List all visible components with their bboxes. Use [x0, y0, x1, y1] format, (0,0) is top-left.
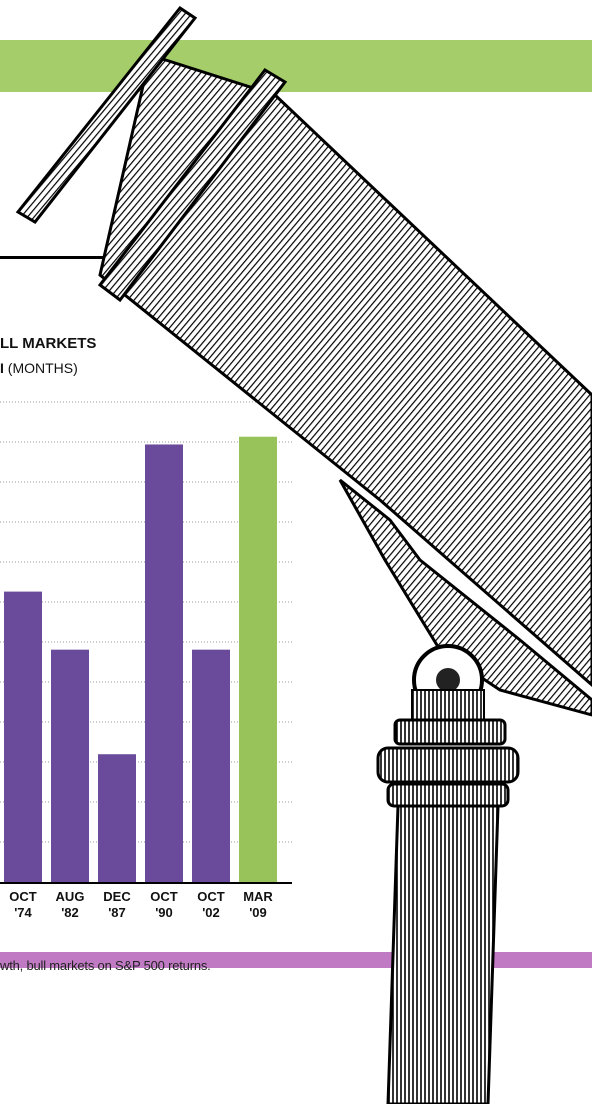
stand-column [386, 804, 500, 1104]
x-tick-label: MAR [243, 889, 273, 904]
chart-title: LL MARKETS [0, 335, 97, 352]
x-tick-label: OCT [150, 889, 178, 904]
telescope-cap [15, 5, 198, 224]
bar-3 [145, 444, 183, 882]
telescope-tube [98, 53, 592, 687]
chart-footnote: wth, bull markets on S&P 500 returns. [0, 958, 211, 973]
bar-0 [4, 591, 42, 882]
bar-5 [239, 436, 277, 882]
stand-collar [393, 718, 507, 746]
x-tick-label: OCT [9, 889, 37, 904]
bar-4 [192, 649, 230, 882]
x-tick-label: AUG [56, 889, 85, 904]
top-green-band [0, 40, 592, 92]
bar-1 [51, 649, 89, 882]
bar-2 [98, 754, 136, 882]
x-tick-label: OCT [197, 889, 225, 904]
section-rule [0, 256, 120, 259]
x-tick-label: '82 [61, 905, 79, 920]
chart-subtitle: I (MONTHS) [0, 360, 78, 376]
x-tick-label: '87 [108, 905, 126, 920]
x-tick-label: '09 [249, 905, 267, 920]
subtitle-rest: (MONTHS) [3, 360, 78, 376]
subtitle-strong: I [0, 360, 4, 376]
x-tick-label: '90 [155, 905, 173, 920]
x-tick-label: '74 [14, 905, 32, 920]
x-tick-label: '02 [202, 905, 220, 920]
telescope-bracket [338, 478, 592, 717]
x-tick-label: DEC [103, 889, 131, 904]
